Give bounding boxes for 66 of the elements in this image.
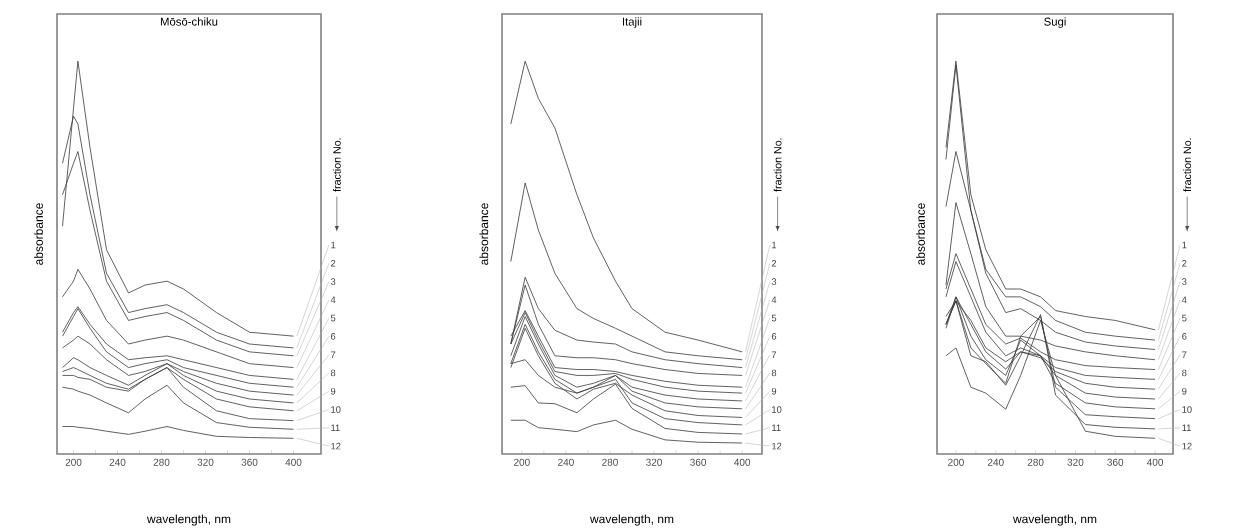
text: 1 [1182, 241, 1187, 249]
text: 9 [771, 387, 777, 395]
x-tick-label: 240 [558, 458, 574, 466]
y-axis-title: absorbance [916, 203, 925, 265]
x-tick-label: 360 [690, 458, 707, 466]
text: 12 [1182, 442, 1192, 450]
x-tick-label: 240 [987, 458, 1004, 466]
x-tick-label: 200 [948, 458, 964, 466]
text: fraction No. [773, 138, 782, 192]
y-axis-title: absorbance [479, 203, 489, 265]
text: 1 [772, 241, 777, 249]
text: 4 [771, 296, 777, 304]
text: 10 [1182, 406, 1192, 413]
x-tick-label: 400 [1146, 458, 1164, 466]
text: 12 [772, 442, 782, 450]
text: 2 [771, 260, 777, 267]
text: 3 [330, 278, 336, 285]
text: 3 [771, 278, 777, 285]
x-tick-label: 360 [241, 458, 258, 466]
x-tick-label: 240 [109, 458, 126, 466]
text: 10 [331, 406, 341, 413]
text: 7 [771, 351, 777, 358]
x-axis-title: wavelength, nm [146, 514, 231, 526]
text: 4 [1181, 296, 1187, 304]
text: 4 [330, 296, 336, 304]
text: 6 [771, 333, 777, 340]
text: 9 [1182, 387, 1187, 395]
text: 5 [1182, 314, 1187, 322]
x-tick-label: 400 [734, 458, 751, 466]
text: 3 [1182, 278, 1187, 285]
text: 5 [330, 314, 336, 322]
text: 11 [331, 424, 340, 432]
text: 8 [771, 369, 777, 377]
x-tick-label: 320 [1067, 458, 1084, 466]
text: 6 [331, 333, 336, 340]
text: 7 [1182, 351, 1187, 358]
text: 8 [1182, 369, 1187, 377]
x-tick-label: 280 [153, 458, 170, 466]
x-tick-label: 200 [514, 458, 530, 466]
x-tick-label: 280 [602, 458, 618, 466]
text: 5 [771, 314, 777, 322]
text: 7 [331, 351, 336, 358]
text: 6 [1182, 333, 1187, 340]
x-tick-label: 320 [197, 458, 214, 466]
chart-title: Itajii [622, 17, 642, 28]
text: 2 [1182, 260, 1187, 267]
text: 11 [1182, 424, 1191, 432]
text: fraction No. [332, 138, 341, 192]
text: 9 [330, 387, 336, 395]
x-tick-label: 320 [646, 458, 662, 466]
x-axis-title: wavelength, nm [589, 514, 674, 526]
text: 12 [331, 442, 341, 450]
x-tick-label: 360 [1107, 458, 1124, 466]
x-tick-label: 200 [65, 458, 82, 466]
text: fraction No. [1183, 138, 1192, 192]
text: 8 [330, 369, 336, 377]
x-axis-title: wavelength, nm [1012, 514, 1097, 526]
y-axis-title: absorbance [34, 203, 43, 265]
chart-title: Sugi [1044, 17, 1066, 28]
x-tick-label: 280 [1027, 458, 1044, 466]
x-tick-label: 400 [285, 458, 302, 466]
text: 11 [772, 424, 781, 432]
text: 1 [331, 241, 336, 249]
text: 10 [772, 406, 782, 413]
text: 2 [330, 260, 336, 267]
chart-title: Mōsō-chiku [160, 17, 218, 26]
